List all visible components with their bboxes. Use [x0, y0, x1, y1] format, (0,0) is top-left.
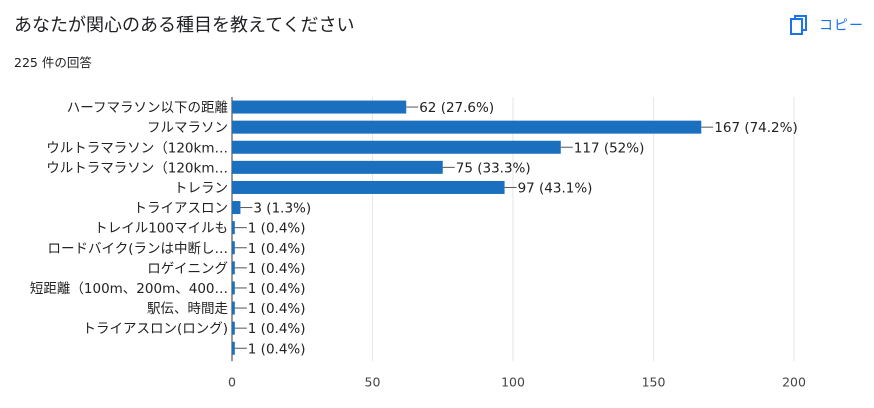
bar [232, 281, 235, 295]
x-tick-label: 150 [642, 374, 666, 389]
bar [232, 180, 505, 194]
category-label: 短距離（100m、200m、400… [30, 281, 228, 297]
x-tick-label: 0 [228, 374, 236, 389]
value-label: 1 (0.4%) [248, 341, 306, 357]
copy-label: コピー [819, 18, 864, 34]
value-label: 1 (0.4%) [248, 261, 306, 277]
value-label: 62 (27.6%) [419, 100, 494, 116]
value-label: 75 (33.3%) [456, 160, 531, 176]
value-label: 97 (43.1%) [518, 180, 593, 196]
bar [232, 241, 235, 255]
value-label: 1 (0.4%) [248, 281, 306, 297]
bar [232, 140, 561, 154]
value-label: 1 (0.4%) [248, 321, 306, 337]
category-label: トライアスロン [134, 201, 229, 217]
category-label: フルマラソン [147, 120, 228, 136]
bar [232, 221, 235, 235]
bar [232, 201, 241, 215]
bar [232, 341, 235, 355]
value-label: 1 (0.4%) [248, 241, 306, 257]
value-label: 3 (1.3%) [253, 201, 311, 217]
bar [232, 160, 443, 174]
category-label: トレイル100マイルも [94, 221, 228, 237]
response-count: 225 件の回答 [14, 55, 92, 70]
category-label: ウルトラマラソン（120km… [46, 160, 228, 176]
category-label: ロゲイニング [147, 261, 228, 277]
x-tick-label: 100 [501, 374, 525, 389]
chart-title: あなたが関心のある種目を教えてください [14, 15, 355, 36]
category-label: 駅伝、時間走 [147, 301, 228, 317]
category-label: トレラン [174, 180, 228, 196]
bar [232, 301, 235, 315]
copy-icon [789, 14, 809, 36]
bar [232, 321, 235, 335]
category-label: トライアスロン(ロング) [82, 321, 228, 337]
category-label: ロードバイク(ランは中断し… [48, 241, 229, 257]
value-label: 1 (0.4%) [248, 301, 306, 317]
category-label: ハーフマラソン以下の距離 [67, 100, 228, 116]
x-tick-label: 200 [782, 374, 806, 389]
category-label: ウルトラマラソン（120km… [46, 140, 228, 156]
bar [232, 120, 702, 134]
x-tick-label: 50 [365, 374, 381, 389]
value-label: 1 (0.4%) [248, 221, 306, 237]
bar [232, 100, 407, 114]
value-label: 117 (52%) [574, 140, 645, 156]
bar [232, 261, 235, 275]
copy-button[interactable]: コピー [789, 10, 864, 40]
value-label: 167 (74.2%) [714, 120, 797, 136]
